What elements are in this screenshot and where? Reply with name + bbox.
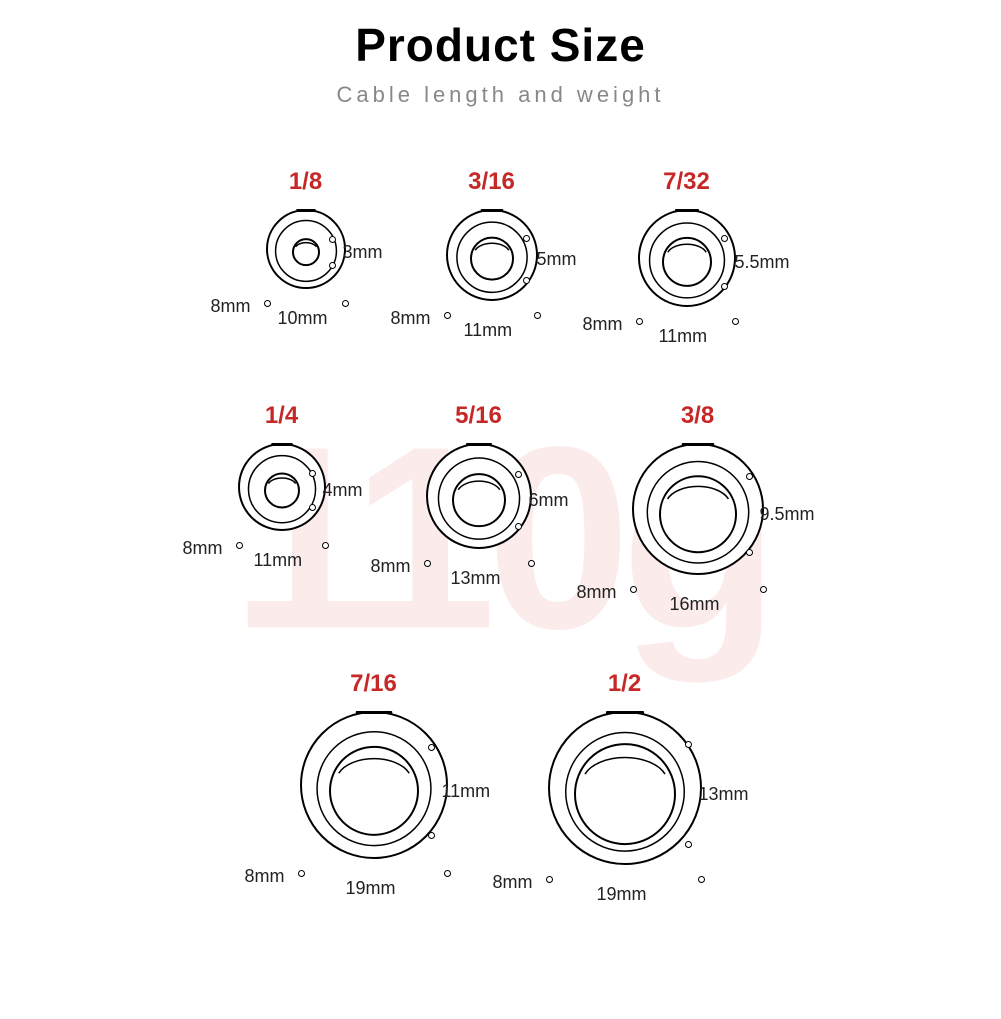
dim-marker <box>428 744 435 751</box>
ring-icon <box>233 438 331 536</box>
dim-marker <box>236 542 243 549</box>
size-label: 1/8 <box>289 168 322 196</box>
ring-icon <box>543 706 707 870</box>
size-item: 5/16 6mm13mm8mm <box>421 402 537 620</box>
size-item: 7/32 5.5mm11mm8mm <box>633 168 741 352</box>
depth-dimension: 8mm <box>245 866 285 887</box>
ring-diagram: 13mm19mm8mm <box>543 706 707 910</box>
dim-marker <box>523 235 530 242</box>
dim-marker <box>322 542 329 549</box>
width-dimension: 11mm <box>464 320 513 341</box>
width-dimension: 19mm <box>597 884 647 905</box>
size-label: 1/2 <box>608 670 641 698</box>
dim-marker <box>309 504 316 511</box>
dim-marker <box>698 876 705 883</box>
dim-marker <box>329 262 336 269</box>
ring-diagram: 11mm19mm8mm <box>295 706 453 904</box>
size-label: 7/32 <box>663 168 710 196</box>
hole-dimension: 6mm <box>529 490 569 511</box>
dim-marker <box>329 236 336 243</box>
dim-marker <box>444 312 451 319</box>
ring-icon <box>627 438 769 580</box>
size-label: 7/16 <box>350 670 397 698</box>
size-row: 1/8 3mm10mm8mm3/16 5mm11mm8mm7 <box>0 168 1001 352</box>
hole-dimension: 13mm <box>699 784 749 805</box>
width-dimension: 11mm <box>254 550 303 571</box>
dim-marker <box>685 841 692 848</box>
size-row: 7/16 11mm19mm8mm1/2 13mm19mm8m <box>0 670 1001 910</box>
size-item: 7/16 11mm19mm8mm <box>295 670 453 910</box>
depth-dimension: 8mm <box>583 314 623 335</box>
dim-marker <box>428 832 435 839</box>
dim-marker <box>746 549 753 556</box>
ring-diagram: 5mm11mm8mm <box>441 204 543 346</box>
size-label: 5/16 <box>455 402 502 430</box>
dim-marker <box>424 560 431 567</box>
ring-diagram: 4mm11mm8mm <box>233 438 331 576</box>
size-item: 1/4 4mm11mm8mm <box>233 402 331 620</box>
dim-marker <box>515 471 522 478</box>
width-dimension: 13mm <box>451 568 501 589</box>
size-item: 1/2 13mm19mm8mm <box>543 670 707 910</box>
size-label: 1/4 <box>265 402 298 430</box>
depth-dimension: 8mm <box>577 582 617 603</box>
size-label: 3/8 <box>681 402 714 430</box>
size-label: 3/16 <box>468 168 515 196</box>
dim-marker <box>546 876 553 883</box>
dim-marker <box>721 235 728 242</box>
width-dimension: 16mm <box>670 594 720 615</box>
dim-marker <box>746 473 753 480</box>
dim-marker <box>298 870 305 877</box>
dim-marker <box>732 318 739 325</box>
width-dimension: 11mm <box>659 326 708 347</box>
dim-marker <box>630 586 637 593</box>
dim-marker <box>515 523 522 530</box>
size-grid: 1/8 3mm10mm8mm3/16 5mm11mm8mm7 <box>0 168 1001 910</box>
dim-marker <box>444 870 451 877</box>
dim-marker <box>636 318 643 325</box>
depth-dimension: 8mm <box>493 872 533 893</box>
ring-diagram: 6mm13mm8mm <box>421 438 537 594</box>
dim-marker <box>721 283 728 290</box>
hole-dimension: 9.5mm <box>760 504 815 525</box>
size-item: 3/16 5mm11mm8mm <box>441 168 543 352</box>
width-dimension: 19mm <box>346 878 396 899</box>
dim-marker <box>528 560 535 567</box>
dim-marker <box>342 300 349 307</box>
dim-marker <box>523 277 530 284</box>
hole-dimension: 11mm <box>442 781 491 802</box>
dim-marker <box>534 312 541 319</box>
hole-dimension: 5mm <box>537 249 577 270</box>
hole-dimension: 4mm <box>323 480 363 501</box>
depth-dimension: 8mm <box>183 538 223 559</box>
dim-marker <box>309 470 316 477</box>
size-item: 1/8 3mm10mm8mm <box>261 168 351 352</box>
page-title: Product Size <box>0 18 1001 72</box>
ring-icon <box>633 204 741 312</box>
depth-dimension: 8mm <box>391 308 431 329</box>
size-row: 1/4 4mm11mm8mm5/16 6mm13mm8mm3 <box>0 402 1001 620</box>
hole-dimension: 3mm <box>343 242 383 263</box>
dim-marker <box>760 586 767 593</box>
ring-icon <box>261 204 351 294</box>
ring-icon <box>421 438 537 554</box>
hole-dimension: 5.5mm <box>735 252 790 273</box>
ring-diagram: 9.5mm16mm8mm <box>627 438 769 620</box>
page-subtitle: Cable length and weight <box>0 82 1001 108</box>
dim-marker <box>264 300 271 307</box>
depth-dimension: 8mm <box>371 556 411 577</box>
ring-diagram: 3mm10mm8mm <box>261 204 351 334</box>
dim-marker <box>685 741 692 748</box>
ring-diagram: 5.5mm11mm8mm <box>633 204 741 352</box>
ring-icon <box>441 204 543 306</box>
size-item: 3/8 9.5mm16mm8mm <box>627 402 769 620</box>
depth-dimension: 8mm <box>211 296 251 317</box>
ring-icon <box>295 706 453 864</box>
width-dimension: 10mm <box>278 308 328 329</box>
